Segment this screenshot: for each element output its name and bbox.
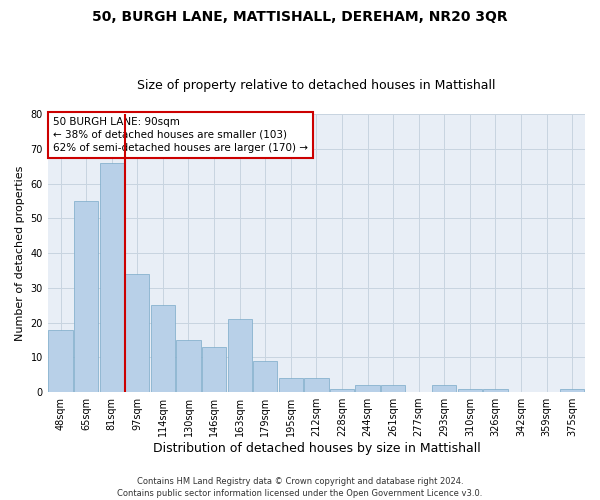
Bar	[253, 361, 277, 392]
Bar	[227, 319, 252, 392]
Bar	[330, 388, 354, 392]
X-axis label: Distribution of detached houses by size in Mattishall: Distribution of detached houses by size …	[152, 442, 480, 455]
Bar	[151, 305, 175, 392]
Title: Size of property relative to detached houses in Mattishall: Size of property relative to detached ho…	[137, 79, 496, 92]
Bar	[484, 388, 508, 392]
Bar	[432, 385, 457, 392]
Bar	[355, 385, 380, 392]
Text: Contains HM Land Registry data © Crown copyright and database right 2024.
Contai: Contains HM Land Registry data © Crown c…	[118, 476, 482, 498]
Text: 50, BURGH LANE, MATTISHALL, DEREHAM, NR20 3QR: 50, BURGH LANE, MATTISHALL, DEREHAM, NR2…	[92, 10, 508, 24]
Bar	[176, 340, 200, 392]
Bar	[49, 330, 73, 392]
Y-axis label: Number of detached properties: Number of detached properties	[15, 166, 25, 340]
Bar	[458, 388, 482, 392]
Bar	[278, 378, 303, 392]
Bar	[100, 162, 124, 392]
Bar	[125, 274, 149, 392]
Bar	[74, 201, 98, 392]
Text: 50 BURGH LANE: 90sqm
← 38% of detached houses are smaller (103)
62% of semi-deta: 50 BURGH LANE: 90sqm ← 38% of detached h…	[53, 117, 308, 153]
Bar	[304, 378, 329, 392]
Bar	[381, 385, 405, 392]
Bar	[560, 388, 584, 392]
Bar	[202, 347, 226, 392]
